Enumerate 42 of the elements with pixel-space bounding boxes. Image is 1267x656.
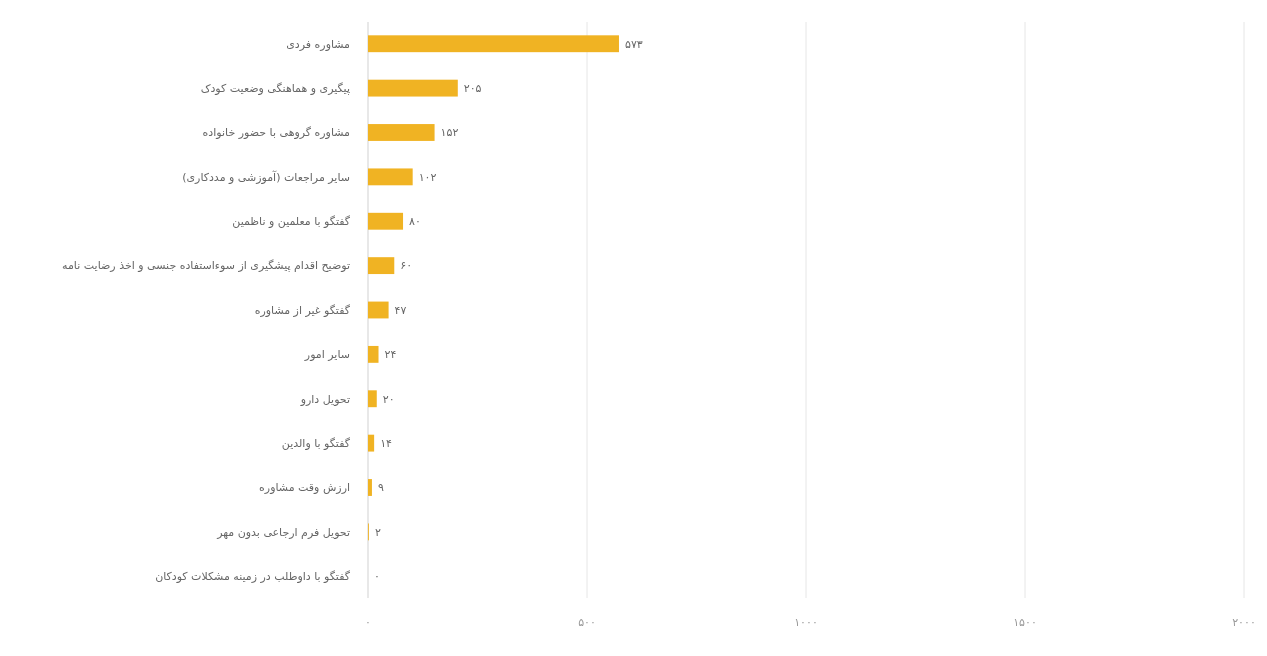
data-label: ۲۰۵ [463,81,482,95]
data-label: ۲۴ [384,348,397,362]
y-tick-label: گفتگو با داوطلب در زمینه مشکلات کودکان [155,570,351,584]
y-tick-label: گفتگو غیر از مشاوره [254,303,351,317]
y-tick-label: گفتگو با والدین [281,436,351,450]
y-tick-label: تحویل فرم ارجاعی بدون مهر [216,525,350,539]
data-label: ۱۵۲ [440,126,459,140]
bar [368,434,375,452]
data-label: ۵۷۳ [624,37,643,51]
bar [368,345,379,363]
x-tick-label: ۰ [365,616,371,629]
bar [368,257,395,275]
y-tick-label: ارزش وقت مشاوره [259,481,350,495]
y-tick-label: تحویل دارو [299,392,350,406]
bar [368,212,404,230]
y-tick-label: سایر مراجعات (آموزشی و مددکاری) [182,169,350,184]
y-tick-label: گفتگو با معلمین و ناظمین [232,215,351,229]
data-label: ۶۰ [400,259,413,273]
bar [368,390,377,408]
bar [368,168,413,186]
y-tick-label: مشاوره گروهی با حضور خانواده [202,126,351,140]
x-tick-label: ۱۵۰۰ [1013,616,1037,629]
data-label: ۲۰ [382,392,395,406]
data-label: ۱۴ [380,436,393,450]
bar [368,479,372,496]
y-tick-label: توضیح اقدام پیشگیری از سوءاستفاده جنسی و اخذ رضایت نامه [62,259,350,273]
data-label: ۸۰ [409,215,421,229]
y-tick-label: پیگیری و هماهنگی وضعیت کودک [200,81,350,95]
bar [368,124,435,141]
data-label: ۰ [374,570,380,584]
bar [368,79,458,97]
x-tick-label: ۵۰۰ [578,616,596,629]
bar [368,301,389,319]
x-tick-label: ۲۰۰۰ [1232,616,1256,629]
data-label: ۴۷ [394,303,407,317]
y-tick-label: سایر امور [303,348,350,362]
data-label: ۹ [377,481,384,495]
data-label: ۱۰۲ [418,170,437,184]
y-tick-label: مشاوره فردی [286,37,351,51]
bar [368,35,619,53]
x-tick-label: ۱۰۰۰ [794,616,818,629]
data-label: ۲ [374,525,381,539]
